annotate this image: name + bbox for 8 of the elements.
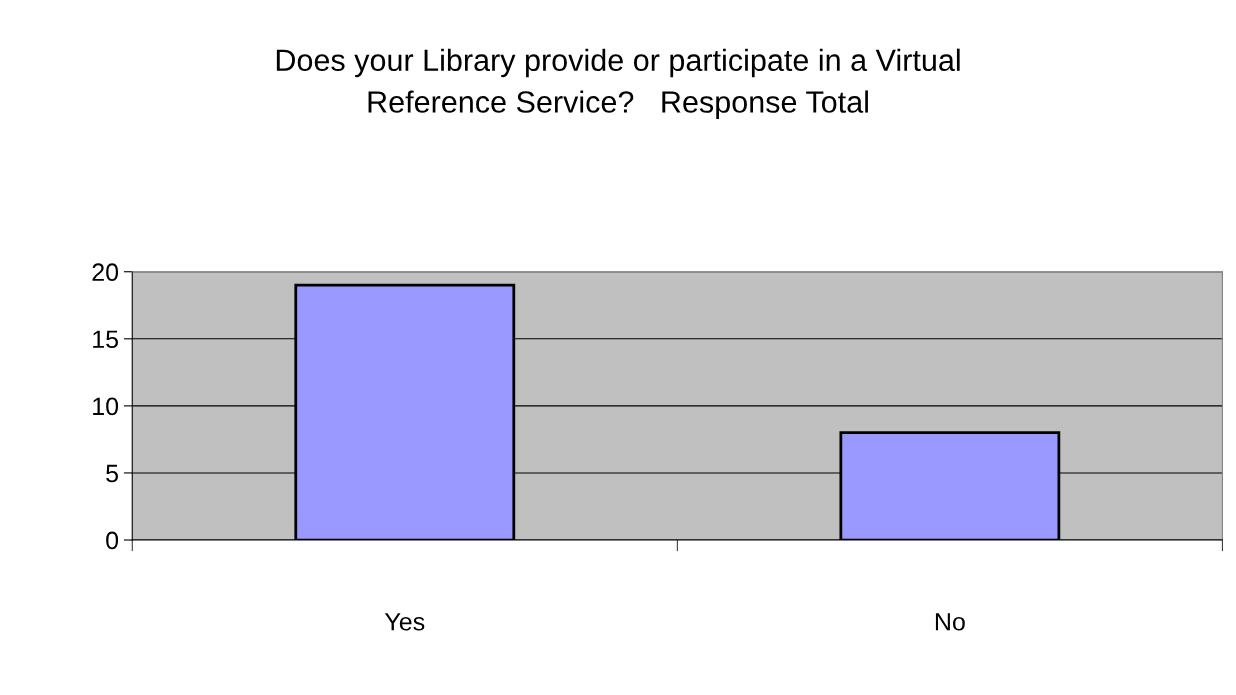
y-tick-label: 10	[93, 397, 119, 416]
y-tick-label: 5	[106, 464, 119, 483]
y-tick-label: 15	[93, 330, 119, 349]
x-tick-label: No	[935, 613, 965, 631]
chart-title: Does your Library provide or participate in a Virtual Reference Service? Response Total	[276, 48, 960, 119]
y-tick-label: 0	[106, 531, 119, 550]
x-tick-label: Yes	[384, 613, 425, 631]
y-tick-label: 20	[92, 263, 119, 282]
